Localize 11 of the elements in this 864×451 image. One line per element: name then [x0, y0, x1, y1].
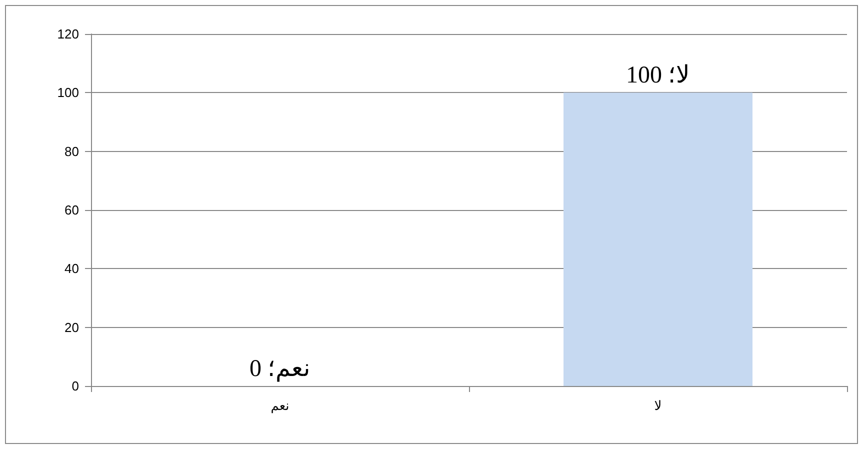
y-tick-label: 120: [57, 26, 79, 42]
x-tick-label: لا: [654, 399, 662, 414]
data-label: لا؛ 100: [626, 62, 690, 89]
y-tick-label: 80: [64, 144, 79, 159]
y-tick-label: 60: [64, 202, 79, 218]
data-label: نعم؛ 0: [250, 356, 310, 382]
y-tick-label: 100: [57, 85, 79, 100]
x-tick-label: نعم: [270, 399, 290, 414]
y-tick-label: 40: [64, 261, 79, 276]
y-tick-label: 0: [72, 378, 79, 394]
y-tick-label: 20: [64, 320, 79, 335]
